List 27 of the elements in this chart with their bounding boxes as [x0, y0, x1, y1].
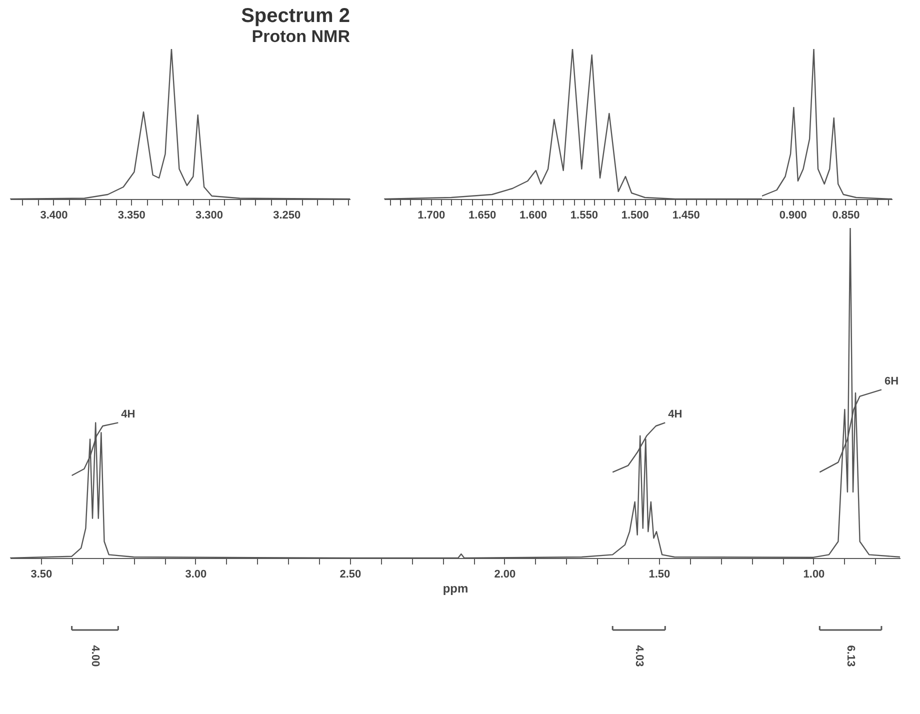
text: 4.00 — [88, 645, 101, 667]
x-tick-label: 2.50 — [340, 568, 362, 580]
chart-subtitle: Proton NMR — [252, 27, 350, 46]
x-tick-label: 1.50 — [648, 568, 670, 580]
annotation: 6H — [884, 376, 899, 388]
x-tick-label: 0.900 — [779, 210, 807, 222]
x-tick-label: 1.700 — [418, 210, 446, 222]
x-tick-label: 1.00 — [803, 568, 825, 580]
x-tick-label: 3.50 — [30, 568, 52, 580]
x-tick-label: 3.250 — [273, 210, 301, 222]
x-tick-label: 0.850 — [832, 210, 860, 222]
annotation: 4H — [121, 408, 136, 421]
x-tick-label: 1.550 — [570, 210, 598, 222]
x-tick-label: 3.400 — [40, 210, 68, 222]
annotation: 4H — [668, 408, 682, 421]
x-axis-title: ppm — [442, 582, 468, 596]
x-tick-label: 1.500 — [621, 210, 649, 222]
text: 4.03 — [632, 645, 645, 667]
chart-title: Spectrum 2 — [241, 5, 350, 27]
x-tick-label: 3.350 — [118, 210, 146, 222]
x-tick-label: 3.300 — [195, 210, 223, 222]
text: 6.13 — [844, 645, 857, 667]
x-tick-label: 1.600 — [519, 210, 548, 222]
x-tick-label: 1.450 — [672, 210, 700, 222]
x-tick-label: 2.00 — [494, 568, 516, 580]
x-tick-label: 1.650 — [468, 210, 496, 222]
x-tick-label: 3.00 — [185, 568, 207, 580]
